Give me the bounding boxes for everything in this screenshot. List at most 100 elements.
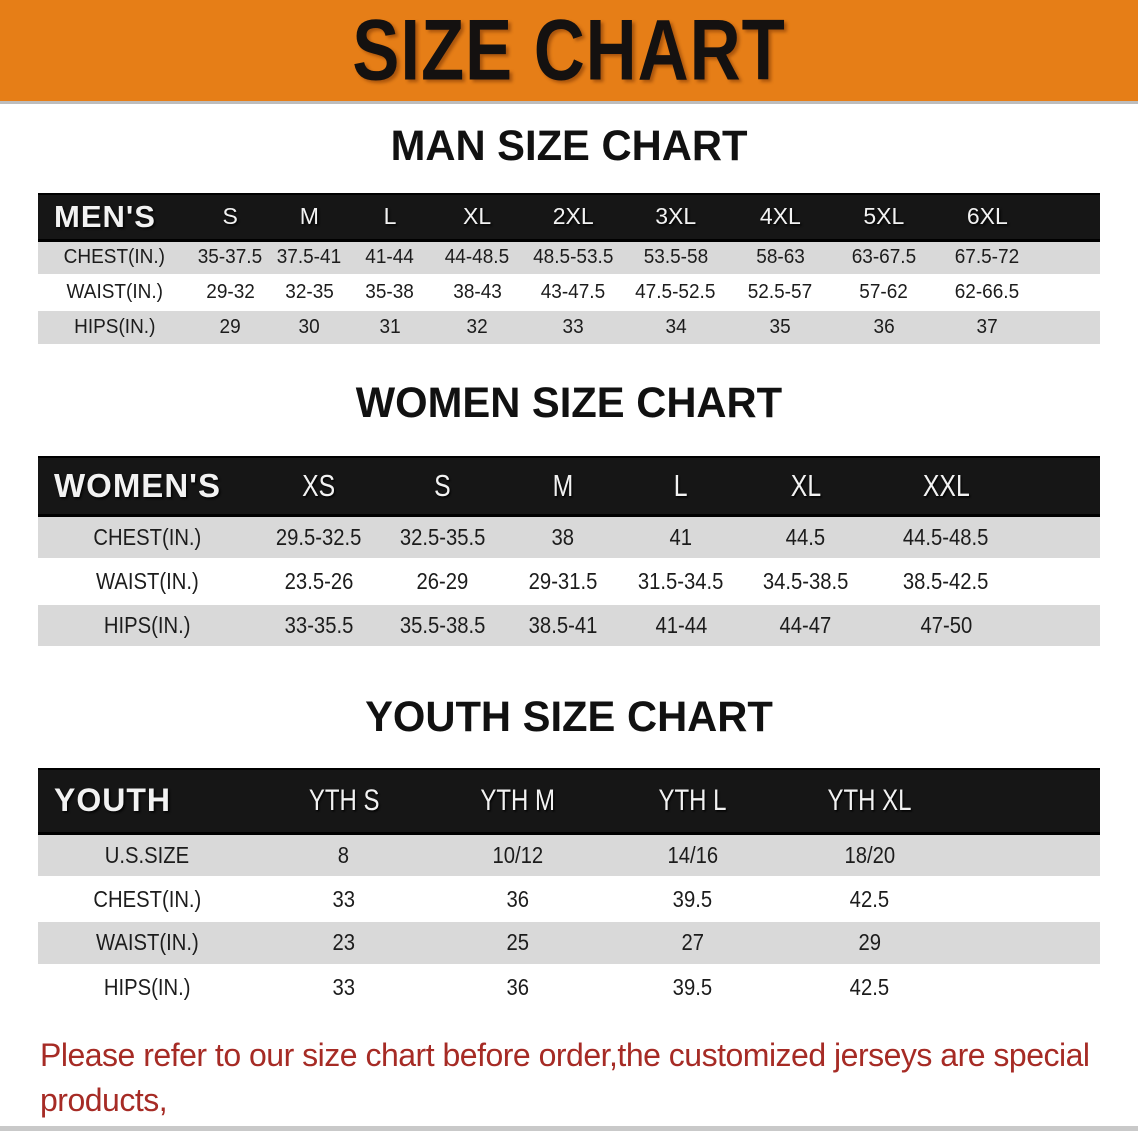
row-filler <box>959 965 1100 1009</box>
measurement-value-text: 44.5-48.5 <box>903 524 989 550</box>
women-size-section: WOMEN SIZE CHART WOMEN'S XS S M L XL XXL CHEST(… <box>0 378 1138 649</box>
size-column-header-text: S <box>222 203 238 230</box>
header-row: WOMEN'S XS S M L XL XXL <box>38 455 1100 517</box>
men-size-table-container: MEN'S S M L XL 2XL 3XL 4XL 5XL 6XL CHEST(IN.) 35-37… <box>38 193 1100 347</box>
measurement-row: HIPS(IN.) 33 36 39.5 42.5 <box>38 965 1100 1009</box>
size-column-header-text: S <box>434 467 451 503</box>
size-column-header-text: YTH M <box>480 783 556 817</box>
measurement-value-text: 37.5-41 <box>277 246 342 268</box>
measurement-value: 57-62 <box>832 275 935 310</box>
size-column-header: XS <box>256 455 382 517</box>
measurement-value-text: 25 <box>506 929 530 956</box>
measurement-value: 33 <box>523 309 624 347</box>
size-column-header: XXL <box>871 455 1021 517</box>
measurement-value-text: 53.5-58 <box>643 246 708 268</box>
women-size-table-container: WOMEN'S XS S M L XL XXL CHEST(IN.) 29.5-32.5 32.5… <box>38 455 1100 649</box>
measurement-value-text: 23.5-26 <box>284 568 354 595</box>
measurement-value-text: 34 <box>665 315 687 338</box>
row-label-text: WAIST(IN.) <box>66 281 163 304</box>
row-label: WAIST(IN.) <box>38 560 257 604</box>
row-label: HIPS(IN.) <box>38 309 191 347</box>
measurement-value-text: 33-35.5 <box>284 611 354 638</box>
measurement-value: 42.5 <box>780 877 958 921</box>
measurement-value-text: 34.5-38.5 <box>763 568 849 595</box>
measurement-value-text: 39.5 <box>672 974 713 1001</box>
measurement-value-text: 48.5-53.5 <box>533 246 614 268</box>
measurement-value-text: 35-38 <box>365 281 415 304</box>
measurement-value: 44.5 <box>739 514 872 561</box>
measurement-value: 37 <box>935 309 1040 347</box>
measurement-value-text: 26-29 <box>416 568 469 595</box>
measurement-value-text: 44-48.5 <box>444 246 510 268</box>
measurement-value: 34 <box>623 309 729 347</box>
size-column-header-text: 6XL <box>966 203 1008 230</box>
measurement-value: 35-38 <box>349 275 431 310</box>
measurement-value: 44.5-48.5 <box>871 514 1021 561</box>
measurement-value: 34.5-38.5 <box>740 560 872 604</box>
row-label: WAIST(IN.) <box>38 920 257 967</box>
measurement-value-text: 41-44 <box>655 611 707 638</box>
measurement-value: 43-47.5 <box>523 275 623 310</box>
youth-size-table: YOUTH YTH S YTH M YTH L YTH XL U.S.SIZE 8 10/12… <box>38 768 1100 1009</box>
measurement-value-text: 38.5-41 <box>528 611 598 638</box>
row-label-text: CHEST(IN.) <box>93 524 202 550</box>
size-column-header: XL <box>430 193 524 242</box>
measurement-row: CHEST(IN.) 29.5-32.5 32.5-35.5 38 41 44.5 44.5… <box>38 514 1100 561</box>
bottom-edge-line <box>0 1126 1138 1131</box>
header-row: YOUTH YTH S YTH M YTH L YTH XL <box>38 768 1100 835</box>
measurement-value: 32-35 <box>270 275 350 310</box>
size-chart-banner: SIZE CHART <box>0 0 1138 104</box>
women-section-heading: WOMEN SIZE CHART <box>355 378 783 427</box>
measurement-value-text: 29-32 <box>205 281 255 304</box>
measurement-value: 41 <box>622 514 740 561</box>
measurement-value: 35-37.5 <box>190 239 270 277</box>
size-column-header: YTH M <box>430 768 606 835</box>
measurement-value-text: 41 <box>669 524 693 550</box>
row-label-text: HIPS(IN.) <box>104 974 191 1001</box>
measurement-value-text: 30 <box>298 315 320 338</box>
measurement-value-text: 57-62 <box>859 281 909 304</box>
measurement-value: 8 <box>256 832 431 879</box>
size-column-header: M <box>504 455 623 517</box>
measurement-row: CHEST(IN.) 33 36 39.5 42.5 <box>38 877 1100 921</box>
row-filler <box>1020 514 1100 561</box>
row-filler <box>959 877 1100 921</box>
table-title: WOMEN'S <box>38 455 257 517</box>
measurement-value-text: 33 <box>332 974 356 1001</box>
men-size-table: MEN'S S M L XL 2XL 3XL 4XL 5XL 6XL CHEST(IN.) 35-37… <box>38 193 1100 347</box>
measurement-value-text: 10/12 <box>492 841 544 868</box>
measurement-value: 48.5-53.5 <box>523 239 624 277</box>
row-filler <box>1039 275 1100 310</box>
measurement-value-text: 36 <box>506 885 530 912</box>
measurement-value-text: 62-66.5 <box>955 281 1020 304</box>
measurement-value-text: 38.5-42.5 <box>903 568 989 595</box>
measurement-value-text: 29-31.5 <box>528 568 598 595</box>
row-label: CHEST(IN.) <box>38 514 257 561</box>
measurement-value: 33 <box>257 965 431 1009</box>
size-column-header: YTH L <box>605 768 781 835</box>
measurement-value-text: 32.5-35.5 <box>399 524 486 550</box>
table-title: MEN'S <box>38 193 191 242</box>
size-column-header: L <box>349 193 431 242</box>
disclaimer-text: Please refer to our size chart before or… <box>40 1033 1098 1132</box>
measurement-value-text: 52.5-57 <box>748 281 813 304</box>
size-column-header: 5XL <box>832 193 936 242</box>
measurement-value-text: 36 <box>873 315 895 338</box>
measurement-value-text: 44.5 <box>786 524 826 550</box>
measurement-value: 25 <box>430 920 606 967</box>
youth-size-section: YOUTH SIZE CHART YOUTH YTH S YTH M YTH L YTH… <box>0 693 1138 1009</box>
row-label-text: CHEST(IN.) <box>93 885 202 912</box>
size-column-header-text: L <box>674 467 688 503</box>
measurement-value: 33-35.5 <box>256 602 382 649</box>
measurement-value: 33 <box>257 877 431 921</box>
measurement-value: 29.5-32.5 <box>256 514 382 561</box>
measurement-value-text: 38 <box>551 524 575 550</box>
measurement-value: 29-32 <box>191 275 270 310</box>
measurement-value: 47-50 <box>871 602 1021 649</box>
row-label: HIPS(IN.) <box>38 965 257 1009</box>
row-label: WAIST(IN.) <box>38 275 191 310</box>
measurement-value-text: 35-37.5 <box>197 246 263 268</box>
size-column-header: S <box>381 455 505 517</box>
banner-title: SIZE CHART <box>352 2 786 99</box>
measurement-row: HIPS(IN.) 29 30 31 32 33 34 35 36 37 <box>38 309 1100 347</box>
